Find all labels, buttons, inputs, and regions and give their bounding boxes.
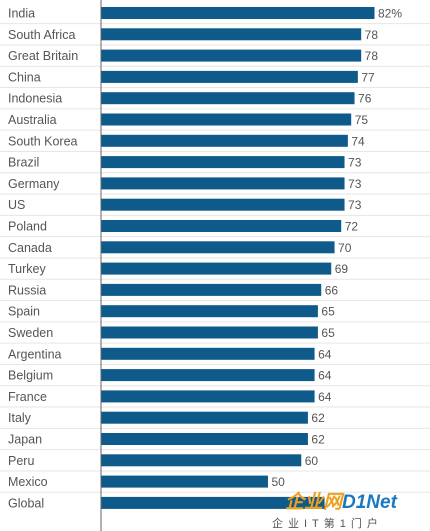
value-label: 64	[318, 347, 332, 361]
value-label: 78	[365, 49, 379, 63]
value-label: 60	[305, 454, 319, 468]
category-label: Argentina	[8, 347, 62, 361]
bar	[101, 70, 358, 83]
category-label: China	[8, 70, 41, 84]
category-label: India	[8, 7, 35, 21]
value-label: 62	[311, 411, 325, 425]
category-label: Mexico	[8, 475, 48, 489]
value-label: 64	[318, 390, 332, 404]
category-label: South Korea	[8, 134, 78, 148]
category-label: Great Britain	[8, 49, 78, 63]
category-label: Japan	[8, 433, 42, 447]
bar	[101, 7, 375, 19]
value-label: 75	[355, 113, 369, 127]
bar	[101, 28, 362, 41]
bar	[101, 134, 348, 147]
bar	[101, 220, 342, 232]
bar	[101, 369, 315, 382]
category-label: Belgium	[8, 369, 53, 383]
watermark-logo-prefix: 企业网	[285, 491, 345, 513]
category-label: Spain	[8, 305, 40, 319]
value-label: 50	[271, 475, 285, 489]
watermark-tagline: 企业IT第1门户	[272, 516, 383, 530]
value-label: 69	[335, 262, 349, 276]
value-label: 70	[338, 241, 352, 255]
bar	[101, 283, 322, 296]
value-label: 64	[318, 369, 332, 383]
bar	[101, 411, 308, 424]
category-label: France	[8, 390, 47, 404]
value-label: 72	[345, 220, 359, 234]
bars	[101, 7, 375, 509]
bar	[101, 475, 268, 488]
bar	[101, 262, 332, 275]
bar	[101, 433, 308, 445]
category-labels: India South Africa Great Britain China Indon…	[8, 7, 78, 511]
bar	[101, 454, 302, 467]
bar	[101, 496, 325, 509]
value-label: 62	[311, 433, 325, 447]
value-label: 65	[321, 326, 335, 340]
category-label: Indonesia	[8, 92, 62, 106]
value-label: 74	[351, 134, 365, 148]
bar	[101, 113, 352, 126]
bar	[101, 347, 315, 360]
bar	[101, 326, 318, 339]
value-label: 66	[325, 283, 339, 297]
value-label: 73	[348, 156, 362, 170]
category-label: Global	[8, 496, 44, 510]
category-label: Russia	[8, 283, 46, 297]
value-label: 76	[358, 92, 372, 106]
category-label: Australia	[8, 113, 57, 127]
value-label: 73	[348, 198, 362, 212]
category-label: Italy	[8, 411, 32, 425]
watermark-logo-suffix: D1Net	[342, 492, 398, 513]
value-label: 77	[361, 70, 375, 84]
bar	[101, 390, 315, 403]
bar	[101, 241, 335, 254]
bar	[101, 198, 345, 211]
category-label: Brazil	[8, 156, 39, 170]
bar	[101, 49, 362, 62]
category-label: Poland	[8, 220, 47, 234]
value-label: 73	[348, 177, 362, 191]
value-label: 78	[365, 28, 379, 42]
grid-lines	[0, 23, 430, 493]
category-label: Turkey	[8, 262, 46, 276]
category-label: Canada	[8, 241, 52, 255]
bar	[101, 156, 345, 169]
value-labels: 82% 78 78 77 76 75 74 73 73 73 72 70 69 66 65 65 64 64 64 6…	[271, 7, 402, 490]
category-label: Sweden	[8, 326, 53, 340]
value-label: 82%	[378, 7, 402, 21]
category-label: US	[8, 198, 25, 212]
category-label: Germany	[8, 177, 60, 191]
bar	[101, 177, 345, 190]
category-label: Peru	[8, 454, 34, 468]
watermark: 企业网 D1Net 企业IT第1门户	[272, 491, 398, 530]
category-label: South Africa	[8, 28, 75, 42]
value-label: 65	[321, 305, 335, 319]
bar	[101, 305, 318, 318]
bar	[101, 92, 355, 105]
